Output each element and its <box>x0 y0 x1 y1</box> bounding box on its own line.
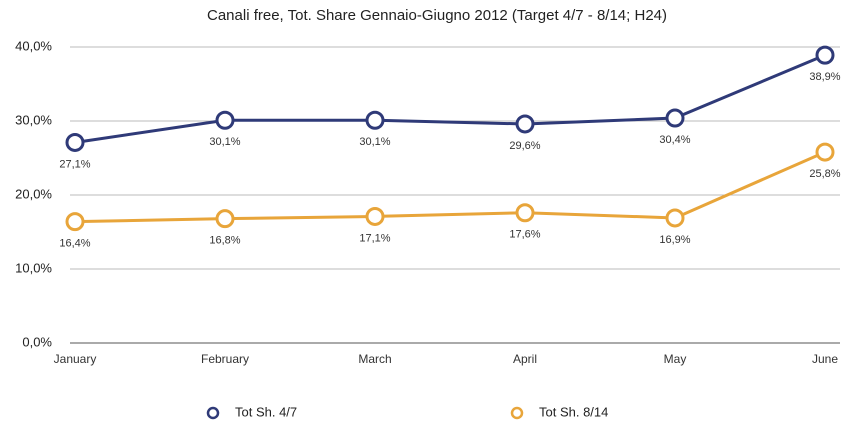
point-marker <box>65 132 85 152</box>
point-marker <box>815 142 835 162</box>
x-tick-label: January <box>54 352 97 366</box>
data-label: 30,1% <box>209 136 240 148</box>
point-marker <box>215 209 235 229</box>
point-marker <box>65 212 85 232</box>
data-label: 16,8% <box>209 235 240 247</box>
x-tick-label: April <box>513 352 537 366</box>
point-marker <box>815 45 835 65</box>
data-label: 16,4% <box>59 238 90 250</box>
legend-label: Tot Sh. 8/14 <box>539 404 608 419</box>
point-marker <box>665 208 685 228</box>
y-tick-label: 10,0% <box>15 260 52 275</box>
data-label: 30,4% <box>659 134 690 146</box>
legend-marker <box>206 406 220 420</box>
x-tick-label: June <box>812 352 838 366</box>
point-marker <box>515 114 535 134</box>
series-line <box>74 53 826 144</box>
y-tick-label: 20,0% <box>15 186 52 201</box>
y-tick-label: 30,0% <box>15 112 52 127</box>
point-marker <box>365 110 385 130</box>
data-label: 30,1% <box>359 136 390 148</box>
data-label: 27,1% <box>59 158 90 170</box>
chart-title: Canali free, Tot. Share Gennaio-Giugno 2… <box>207 7 667 24</box>
y-tick-label: 0,0% <box>22 334 52 349</box>
series-line <box>74 150 826 224</box>
point-marker <box>215 110 235 130</box>
data-label: 29,6% <box>509 140 540 152</box>
point-marker <box>365 206 385 226</box>
data-label: 25,8% <box>809 168 840 180</box>
x-tick-label: March <box>358 352 391 366</box>
point-marker <box>665 108 685 128</box>
x-tick-label: February <box>201 352 249 366</box>
data-label: 17,6% <box>509 229 540 241</box>
legend-marker <box>510 406 524 420</box>
data-label: 38,9% <box>809 71 840 83</box>
x-tick-label: May <box>664 352 687 366</box>
point-marker <box>515 203 535 223</box>
data-label: 17,1% <box>359 232 390 244</box>
legend-label: Tot Sh. 4/7 <box>235 404 297 419</box>
y-tick-label: 40,0% <box>15 38 52 53</box>
data-label: 16,9% <box>659 234 690 246</box>
